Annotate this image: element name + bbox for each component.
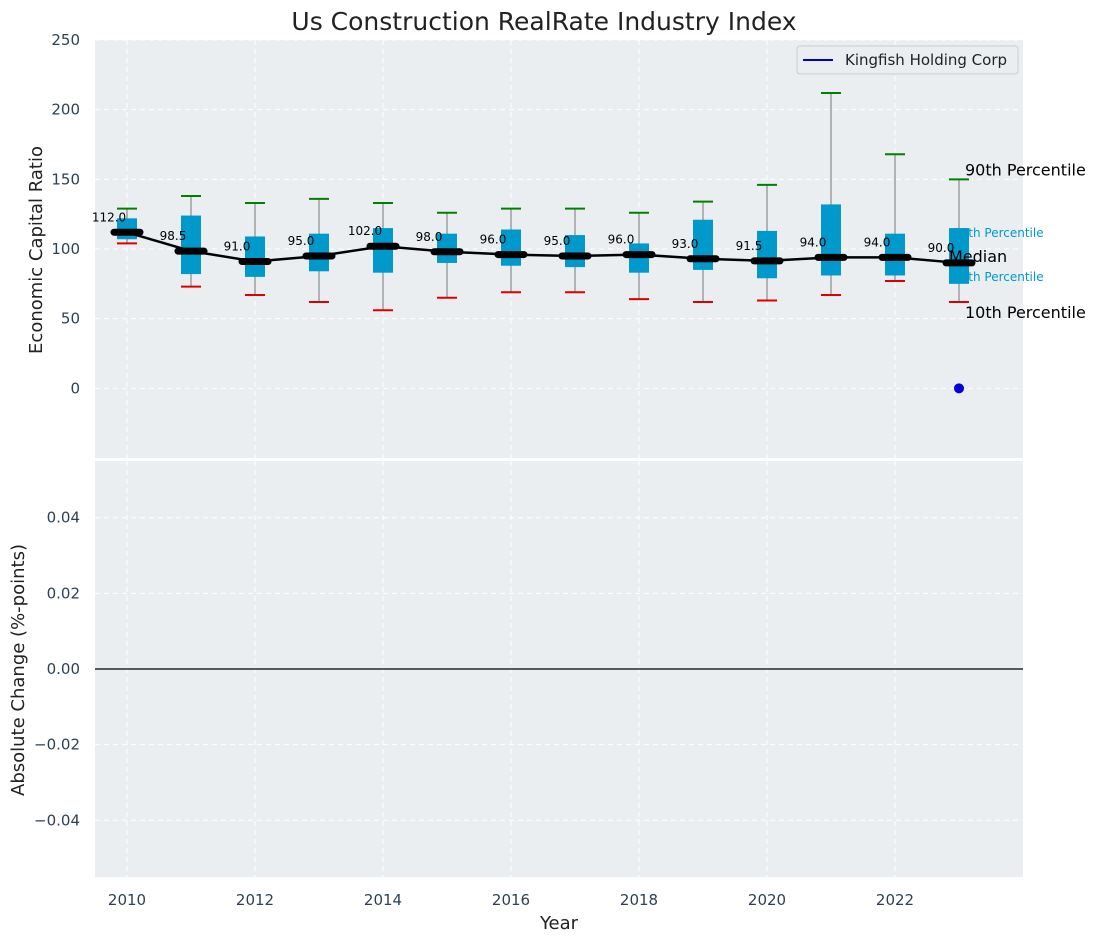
bottom-panel: −0.04−0.020.000.020.04 2010 2012 2014 2016 2…	[8, 461, 1023, 934]
x-tick-label: 2016	[492, 891, 530, 909]
median-data-label: 95.0	[288, 234, 315, 248]
company-points	[954, 383, 964, 394]
median-data-label: 98.5	[160, 229, 187, 243]
p75-annotation: 75th Percentile	[953, 226, 1044, 240]
top-y-tick-label: 200	[51, 101, 80, 119]
bottom-y-tick-label: 0.00	[47, 660, 80, 678]
x-tick-label: 2012	[236, 891, 274, 909]
median-data-label: 112.0	[92, 210, 126, 224]
median-data-label: 98.0	[416, 230, 443, 244]
iqr-box	[245, 236, 265, 277]
median-data-label: 93.0	[672, 237, 699, 251]
x-tick-label: 2018	[620, 891, 658, 909]
bottom-y-tick-label: −0.04	[34, 811, 80, 829]
bottom-y-tick-label: 0.04	[47, 509, 80, 527]
company-point	[954, 383, 964, 394]
p90-annotation: 90th Percentile	[965, 160, 1086, 179]
top-y-axis-label: Economic Capital Ratio	[26, 146, 47, 354]
median-data-label: 91.5	[736, 239, 763, 253]
median-data-label: 94.0	[800, 235, 827, 249]
x-tick-label: 2022	[876, 891, 914, 909]
top-y-tick-labels: 0 50 100 150 200 250	[51, 31, 80, 397]
p10-annotation: 10th Percentile	[965, 303, 1086, 322]
bottom-y-axis-label: Absolute Change (%-points)	[8, 544, 29, 796]
top-y-tick-label: 250	[51, 31, 80, 49]
x-tick-label: 2010	[108, 891, 146, 909]
iqr-box	[949, 228, 969, 284]
median-trend	[126, 231, 960, 265]
median-data-label: 102.0	[348, 224, 382, 238]
legend-box	[796, 45, 1019, 75]
bottom-y-tick-labels: −0.04 −0.02 0.00 0.02 0.04	[34, 509, 80, 830]
median-data-label: 91.0	[224, 240, 251, 254]
x-tick-label: 2014	[364, 891, 402, 909]
top-panel: 0 50 100 150 200 250 112.0 98.5 91.0 95.0 102.0 98…	[26, 7, 1086, 458]
legend-entry-label: Kingfish Holding Corp	[845, 51, 1007, 69]
percentile-annotations: 90th Percentile 75th Percentile Median 25th…	[949, 160, 1086, 322]
top-y-tick-label: 100	[51, 240, 80, 258]
legend: Kingfish Holding Corp	[796, 45, 1019, 75]
top-y-tick-label: 150	[51, 170, 80, 188]
x-tick-labels: 2010 2012 2014 2016 2018 2020 2022	[108, 891, 914, 909]
median-data-label: 94.0	[864, 235, 891, 249]
chart-title: Us Construction RealRate Industry Index	[291, 7, 796, 36]
bottom-y-tick-label: 0.02	[47, 584, 80, 602]
median-data-label: 96.0	[480, 233, 507, 247]
median-trend-line	[126, 231, 960, 265]
iqr-box	[181, 215, 201, 275]
median-annotation: Median	[949, 247, 1007, 266]
top-y-tick-label: 0	[70, 379, 80, 397]
median-data-label: 95.0	[544, 234, 571, 248]
median-data-label: 90.0	[928, 241, 955, 255]
x-axis-label: Year	[539, 913, 579, 934]
iqr-box	[373, 228, 393, 273]
x-tick-label: 2020	[748, 891, 786, 909]
p25-annotation: 25th Percentile	[953, 270, 1044, 284]
median-data-label: 96.0	[608, 233, 635, 247]
top-y-tick-label: 50	[61, 310, 80, 328]
bottom-y-tick-label: −0.02	[34, 736, 80, 754]
box-plots: 112.0 98.5 91.0 95.0 102.0 98.0 96.0 95.0 96.0 93…	[92, 91, 976, 312]
iqr-box	[757, 230, 777, 279]
